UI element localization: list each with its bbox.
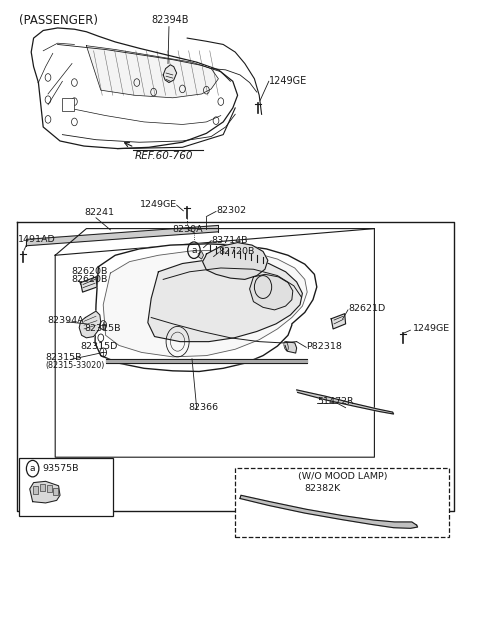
Text: 8230A: 8230A xyxy=(173,225,204,234)
FancyBboxPatch shape xyxy=(19,458,113,516)
Polygon shape xyxy=(103,250,307,357)
Text: 1249GE: 1249GE xyxy=(413,324,450,333)
Text: 82382K: 82382K xyxy=(305,485,341,493)
Polygon shape xyxy=(30,481,60,503)
Text: 82394B: 82394B xyxy=(152,15,189,25)
Polygon shape xyxy=(163,65,177,83)
Text: 82315B: 82315B xyxy=(84,324,120,333)
Text: 82394A: 82394A xyxy=(47,316,84,324)
Polygon shape xyxy=(285,342,297,353)
Text: 82620B: 82620B xyxy=(71,267,108,276)
Text: 82302: 82302 xyxy=(216,206,246,215)
Polygon shape xyxy=(203,243,268,279)
Polygon shape xyxy=(250,274,293,310)
Polygon shape xyxy=(198,251,204,259)
Bar xyxy=(33,486,38,494)
Polygon shape xyxy=(240,495,418,528)
Text: 1249GE: 1249GE xyxy=(269,76,307,86)
Text: (PASSENGER): (PASSENGER) xyxy=(19,14,98,27)
Polygon shape xyxy=(95,244,317,371)
Text: 1249GE: 1249GE xyxy=(140,200,177,209)
Polygon shape xyxy=(31,28,238,149)
Text: (W/O MOOD LAMP): (W/O MOOD LAMP) xyxy=(298,472,387,481)
Text: 82241: 82241 xyxy=(84,208,114,217)
Bar xyxy=(53,488,58,495)
Polygon shape xyxy=(331,314,346,329)
Text: 93575B: 93575B xyxy=(42,464,79,473)
Bar xyxy=(40,484,45,491)
Text: a: a xyxy=(191,246,197,255)
Text: 82621D: 82621D xyxy=(348,304,385,313)
Text: 82620B: 82620B xyxy=(71,275,108,284)
Polygon shape xyxy=(297,390,394,414)
Text: P82318: P82318 xyxy=(306,342,342,351)
Text: 82366: 82366 xyxy=(188,403,218,412)
Polygon shape xyxy=(79,311,101,338)
Polygon shape xyxy=(26,225,218,246)
Polygon shape xyxy=(148,259,302,342)
FancyBboxPatch shape xyxy=(235,468,449,537)
Text: 83714B: 83714B xyxy=(211,236,248,244)
Text: 1491AD: 1491AD xyxy=(18,236,56,244)
Polygon shape xyxy=(86,46,218,98)
Polygon shape xyxy=(81,277,97,292)
Polygon shape xyxy=(106,359,307,363)
Bar xyxy=(47,485,52,492)
Text: 51472R: 51472R xyxy=(318,397,354,406)
FancyBboxPatch shape xyxy=(62,98,74,111)
Text: 82315B: 82315B xyxy=(46,353,82,362)
Text: a: a xyxy=(30,464,36,473)
Text: (82315-33020): (82315-33020) xyxy=(46,361,105,370)
Text: 82720B: 82720B xyxy=(218,247,255,256)
Text: 82315D: 82315D xyxy=(81,342,118,351)
Text: REF.60-760: REF.60-760 xyxy=(134,151,193,161)
